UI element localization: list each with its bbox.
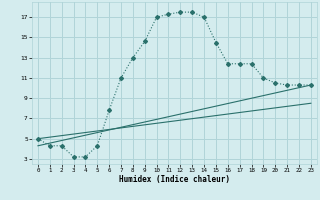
X-axis label: Humidex (Indice chaleur): Humidex (Indice chaleur): [119, 175, 230, 184]
